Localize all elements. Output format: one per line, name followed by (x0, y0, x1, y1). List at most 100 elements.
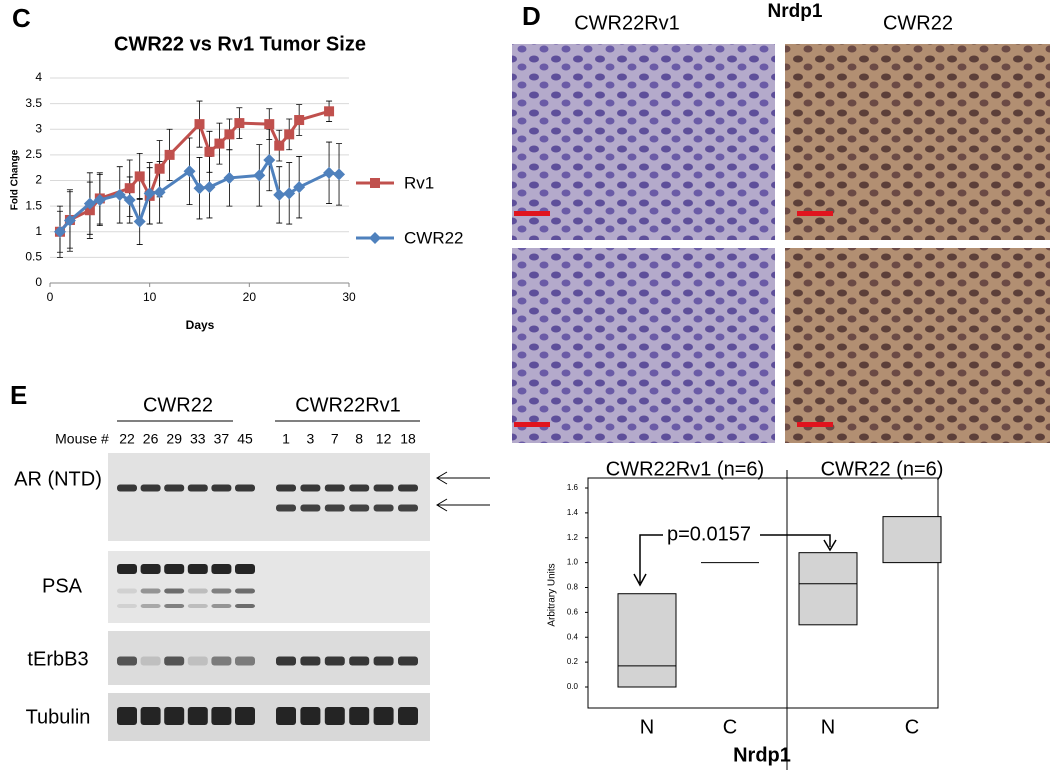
band (117, 604, 137, 608)
micrograph (785, 44, 1050, 240)
x-tick-label: C (905, 716, 919, 738)
x-tick-label: 0 (47, 290, 54, 304)
band (324, 656, 345, 666)
band (211, 707, 232, 725)
band (300, 484, 321, 492)
y-tick-label: 4 (35, 70, 42, 84)
data-point (214, 138, 225, 149)
band (398, 484, 418, 492)
chart-title: CWR22 vs Rv1 Tumor Size (114, 33, 366, 55)
data-point (273, 188, 286, 201)
row-label: tErbB3 (27, 648, 88, 670)
band (276, 707, 296, 725)
data-point (143, 187, 156, 200)
band (300, 707, 321, 725)
lane-number: 8 (355, 431, 363, 447)
band (187, 484, 208, 492)
data-point (133, 215, 146, 228)
data-point (113, 188, 126, 201)
lane-number: 18 (400, 431, 416, 447)
x-tick-label: N (640, 716, 654, 738)
micrograph-title: Nrdp1 (768, 1, 823, 22)
band (140, 707, 161, 725)
y-tick-label: 0.2 (567, 657, 579, 666)
data-point (63, 214, 76, 227)
micrograph (512, 44, 775, 240)
band (349, 707, 370, 725)
band (211, 656, 232, 666)
y-tick-label: 1.0 (567, 558, 579, 567)
data-point (194, 119, 205, 130)
box (882, 516, 942, 564)
y-tick-label: 0.0 (567, 682, 579, 691)
band (187, 707, 208, 725)
band (211, 604, 232, 608)
band (164, 656, 185, 666)
y-tick-label: 2.5 (25, 147, 42, 161)
band (349, 504, 370, 512)
lane-number: 12 (376, 431, 392, 447)
band (211, 564, 232, 574)
y-tick-label: 0.4 (567, 632, 579, 641)
panel-label: D (522, 1, 541, 31)
box (798, 552, 858, 626)
lane-label: Mouse # (55, 431, 109, 447)
western-blot (108, 420, 490, 741)
lane-number: 26 (143, 431, 159, 447)
row-label: AR (NTD) (14, 468, 102, 490)
data-point (253, 169, 266, 182)
panel-label: E (10, 380, 27, 410)
lane-number: 3 (307, 431, 315, 447)
lane-number: 45 (237, 431, 253, 447)
data-point (223, 171, 236, 184)
data-point (154, 163, 165, 174)
group-label: CWR22Rv1 (n=6) (606, 458, 764, 480)
band (235, 484, 255, 492)
data-point (93, 193, 106, 206)
x-tick-label: N (821, 716, 835, 738)
data-point (53, 225, 66, 238)
band (211, 588, 232, 594)
data-point (123, 193, 136, 206)
band (398, 707, 418, 725)
lane-number: 29 (166, 431, 182, 447)
band (349, 484, 370, 492)
data-point (84, 205, 95, 216)
lane-number: 7 (331, 431, 339, 447)
band (235, 656, 255, 666)
band (164, 707, 185, 725)
x-tick-label: 20 (243, 290, 257, 304)
row-label: PSA (42, 575, 83, 597)
band (140, 604, 161, 608)
band (324, 484, 345, 492)
y-tick-label: 1 (35, 224, 42, 238)
panel-label: C (12, 3, 31, 33)
band-arrow (436, 471, 490, 512)
scale-bar (514, 211, 550, 216)
data-point (134, 171, 145, 182)
band (373, 707, 394, 725)
p-arrow (633, 534, 837, 587)
data-point (263, 154, 276, 166)
legend-label: CWR22 (404, 228, 464, 247)
lane-number: 37 (214, 431, 230, 447)
band (300, 504, 321, 512)
x-tick-label: C (723, 716, 737, 738)
band (373, 484, 394, 492)
scale-bar (797, 211, 833, 216)
band (187, 588, 208, 594)
x-tick-label: 30 (342, 290, 356, 304)
band (373, 504, 394, 512)
y-tick-label: 0.6 (567, 607, 579, 616)
band (300, 656, 321, 666)
band (164, 484, 185, 492)
data-point (234, 118, 245, 129)
group-label: CWR22Rv1 (295, 394, 401, 416)
scale-bar (797, 422, 833, 427)
row-label: Tubulin (26, 706, 91, 728)
y-tick-label: 0.5 (25, 250, 42, 264)
box (617, 593, 677, 688)
plot-frame (587, 477, 939, 709)
blot-strip (108, 453, 430, 541)
group-label: CWR22 (143, 394, 213, 416)
